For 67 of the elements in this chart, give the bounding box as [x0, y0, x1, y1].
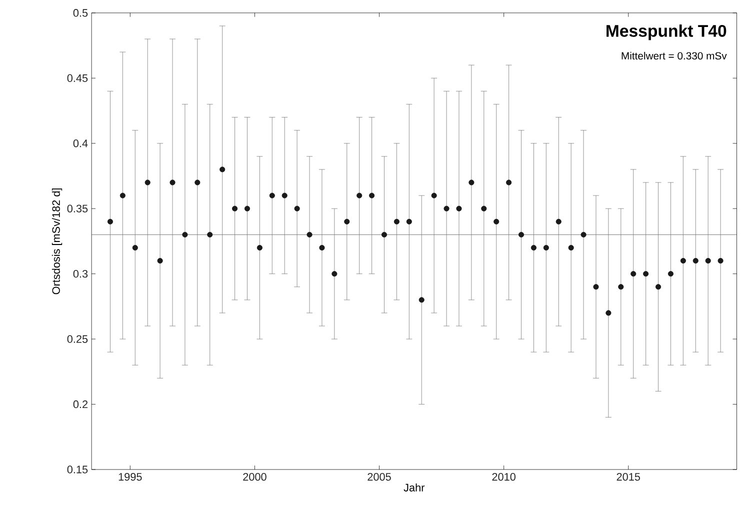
y-tick-label: 0.2 [73, 400, 88, 408]
point [468, 180, 474, 186]
point [456, 206, 462, 212]
point [157, 258, 163, 264]
point [170, 180, 176, 186]
point [481, 206, 487, 212]
point [668, 270, 674, 277]
y-axis-title: Ortsdosis [mSv/182 d] [52, 188, 62, 294]
point [692, 258, 698, 264]
point [256, 244, 262, 250]
point [593, 284, 599, 290]
point [655, 284, 662, 290]
point [332, 270, 338, 277]
point [705, 258, 711, 264]
point [556, 218, 562, 224]
point [107, 218, 114, 224]
point [344, 218, 350, 224]
x-tick-label: 1995 [118, 472, 142, 481]
point [543, 244, 549, 250]
point [643, 270, 649, 277]
x-tick-label: 2010 [492, 472, 516, 481]
point [220, 166, 226, 172]
point [132, 244, 138, 250]
point [630, 270, 636, 277]
point [194, 180, 200, 186]
point [406, 218, 412, 224]
point [306, 232, 312, 238]
point [494, 218, 500, 224]
x-axis-title: Jahr [404, 483, 425, 492]
point [394, 218, 400, 224]
point [120, 192, 126, 198]
point [369, 192, 375, 198]
x-tick-label: 2015 [616, 472, 640, 481]
point [431, 192, 437, 198]
point [269, 192, 275, 198]
text: Messpunkt T40 [606, 24, 726, 40]
point [294, 206, 300, 212]
y-tick-label: 0.5 [73, 9, 88, 17]
point [319, 244, 325, 250]
point [618, 284, 624, 290]
point [444, 206, 450, 212]
y-tick-label: 0.35 [67, 204, 88, 212]
y-tick-label: 0.25 [67, 335, 88, 343]
point [606, 310, 612, 316]
point [568, 244, 574, 250]
x-tick-label: 2005 [368, 472, 391, 481]
point [680, 258, 686, 264]
point [580, 232, 586, 238]
point [144, 180, 150, 186]
text: Mittelwert = 0.330 mSv [622, 52, 727, 60]
y-tick-label: 0.3 [73, 270, 88, 278]
point [418, 297, 424, 303]
x-tick-label: 2000 [243, 472, 266, 481]
point [530, 244, 536, 250]
point [244, 206, 250, 212]
point [506, 180, 512, 186]
point [718, 258, 724, 264]
point [381, 232, 388, 238]
point [207, 232, 213, 238]
point [232, 206, 238, 212]
point [182, 232, 188, 238]
y-tick-label: 0.4 [73, 139, 88, 148]
point [282, 192, 288, 198]
y-tick-label: 0.45 [67, 74, 88, 82]
y-tick-label: 0.15 [67, 466, 88, 474]
point [356, 192, 362, 198]
point [518, 232, 524, 238]
